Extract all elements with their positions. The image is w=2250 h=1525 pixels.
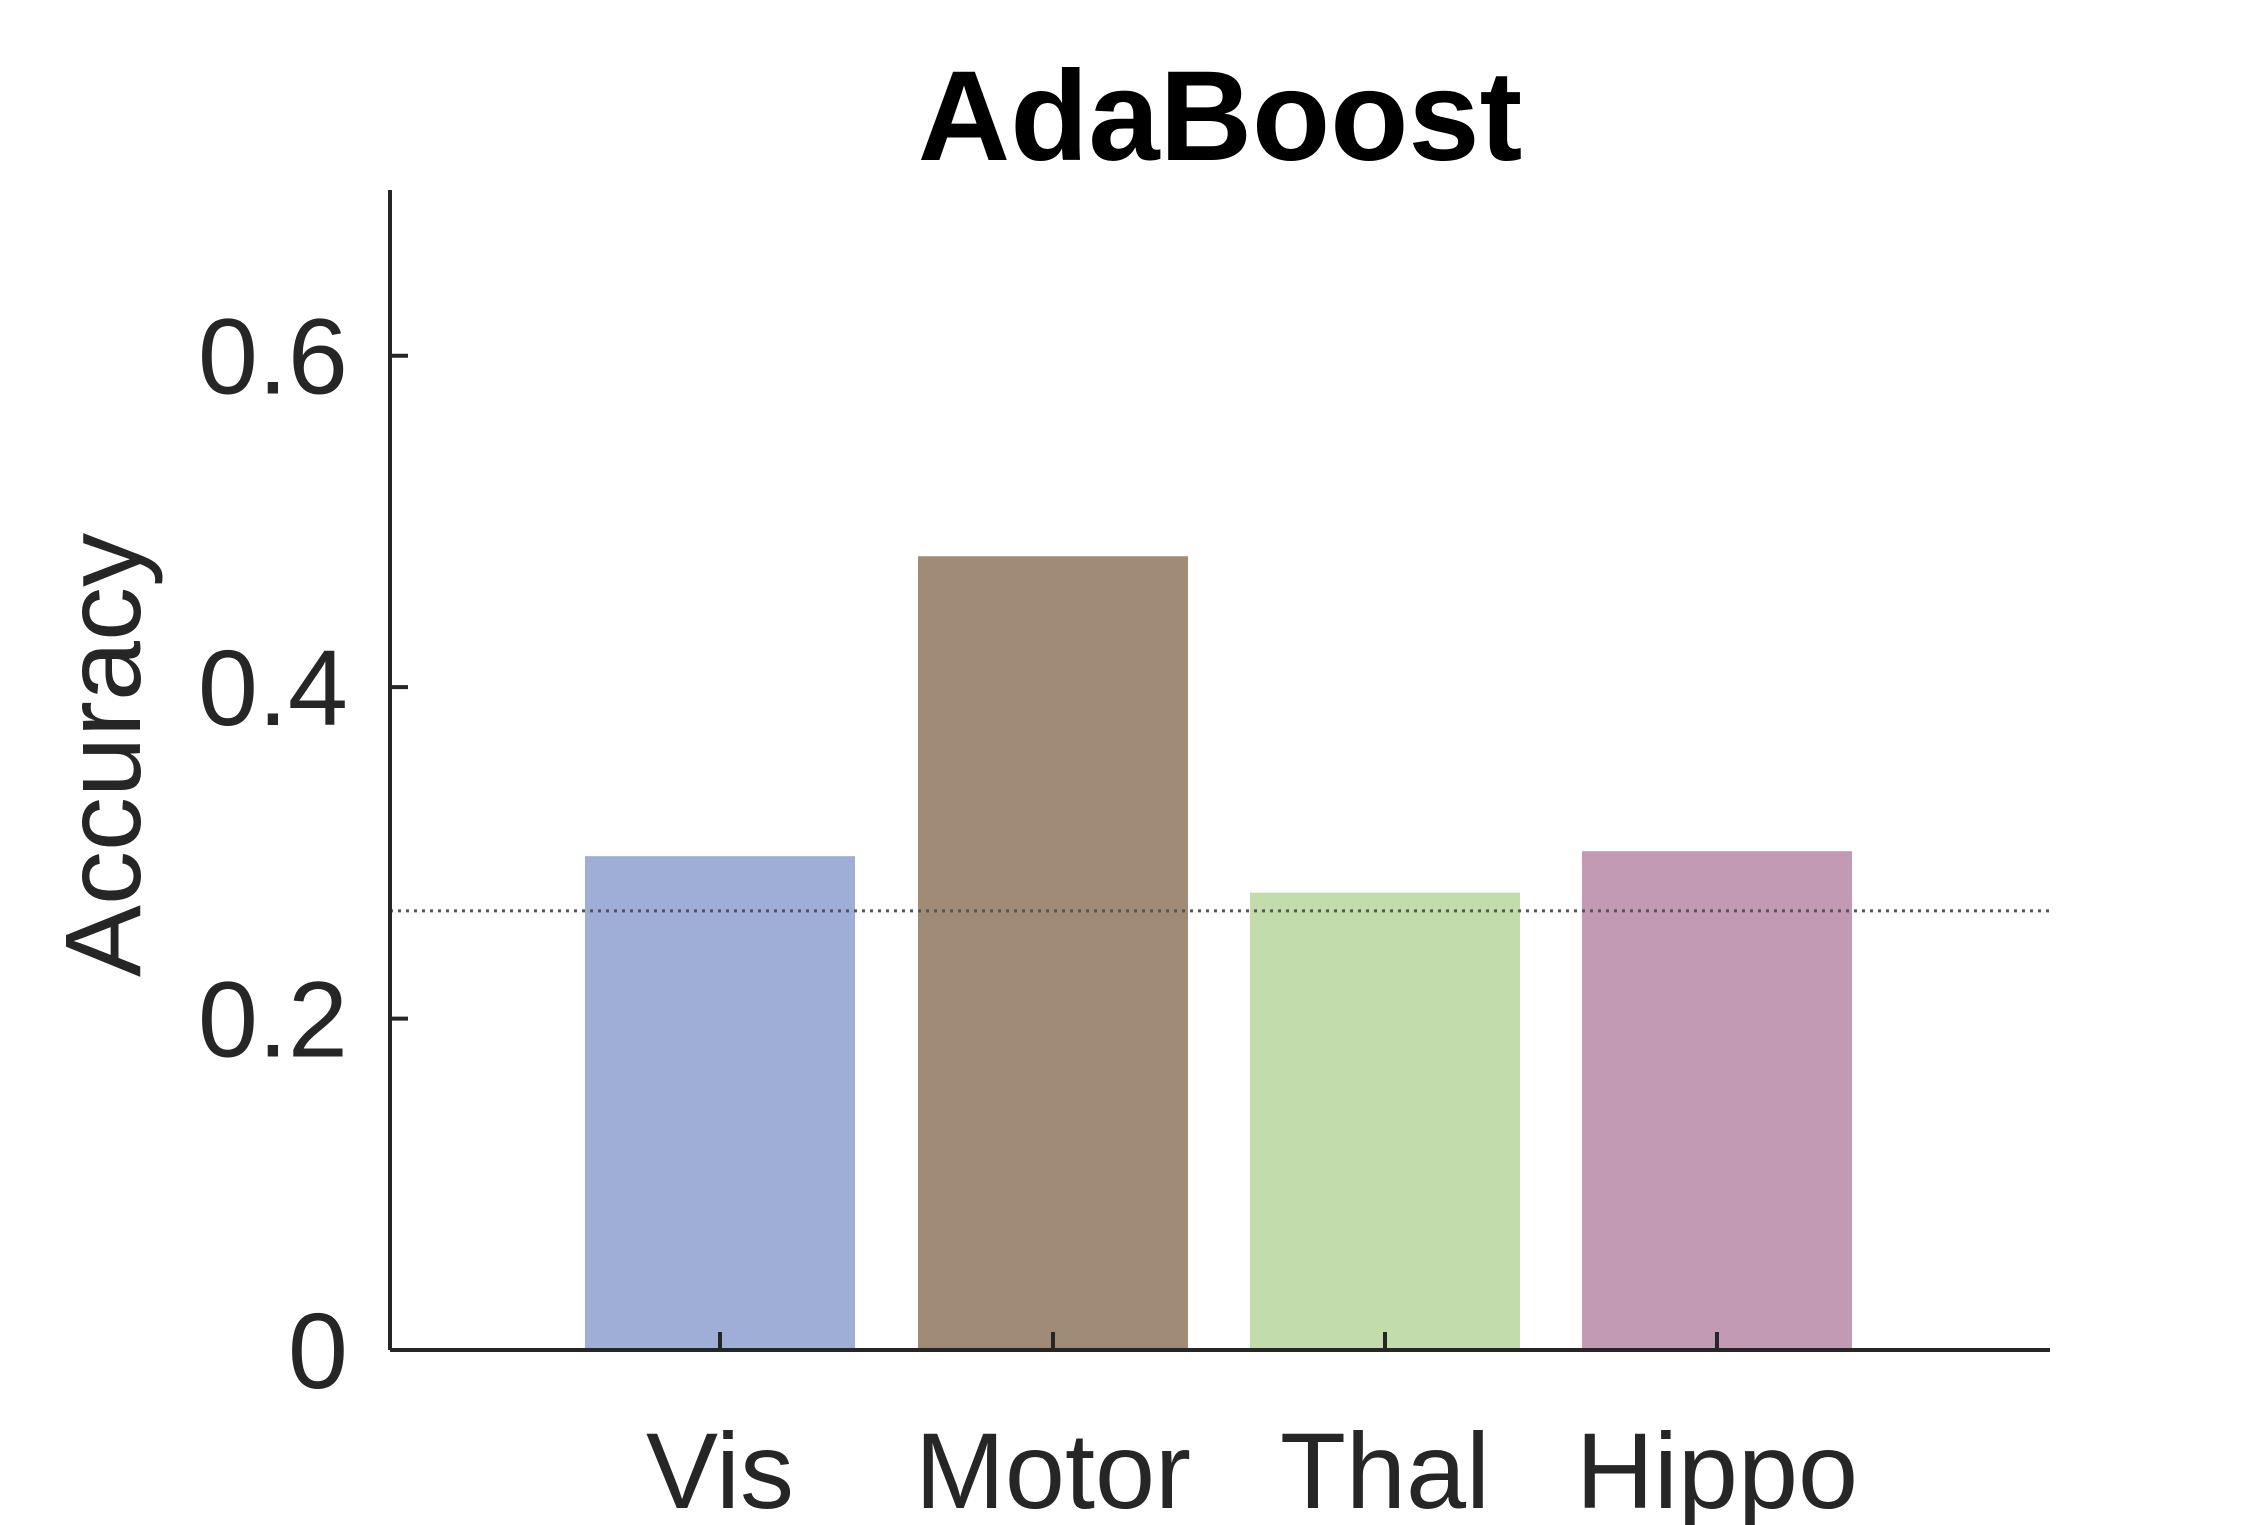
y-tick-label: 0.2 <box>198 959 348 1080</box>
bar-motor <box>918 556 1188 1350</box>
x-tick-label-motor: Motor <box>915 1410 1191 1525</box>
bar-vis <box>585 856 855 1350</box>
y-tick-label: 0.4 <box>198 627 348 748</box>
x-tick-label-hippo: Hippo <box>1576 1410 1858 1525</box>
y-axis-label: Accuracy <box>42 533 163 977</box>
y-tick-label: 0 <box>288 1290 348 1411</box>
bar-thal <box>1250 892 1520 1350</box>
y-tick-label: 0.6 <box>198 296 348 417</box>
chart-title: AdaBoost <box>918 45 1522 188</box>
x-tick-label-vis: Vis <box>646 1410 794 1525</box>
bar-hippo <box>1582 851 1852 1350</box>
x-tick-label-thal: Thal <box>1280 1410 1490 1525</box>
plot-area: 0 0.2 0.4 0.6 Vis Motor Thal Hippo <box>198 190 2050 1525</box>
